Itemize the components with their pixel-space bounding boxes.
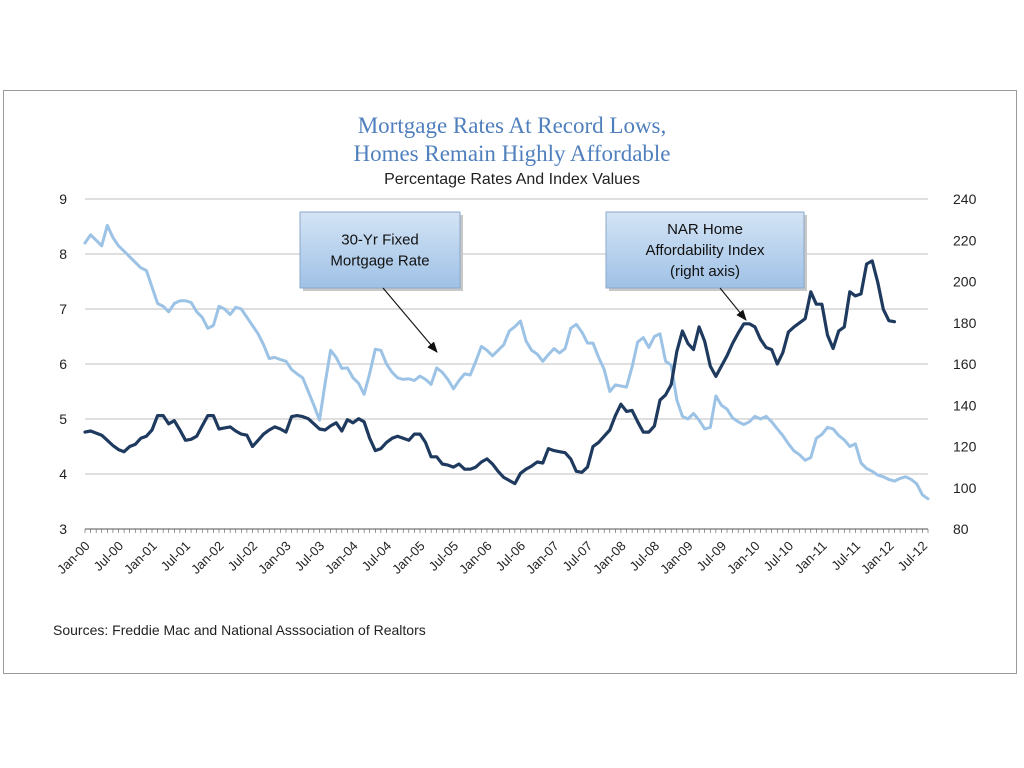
chart-frame bbox=[3, 90, 1017, 674]
y-left-tick-label: 4 bbox=[59, 466, 67, 482]
y-right-tick-label: 160 bbox=[953, 356, 977, 372]
callout-arrow bbox=[719, 287, 747, 321]
x-tick-label: Jul-06 bbox=[493, 538, 529, 574]
x-tick-label: Jan-11 bbox=[792, 538, 830, 576]
callout-label-line: Mortgage Rate bbox=[330, 253, 429, 270]
x-tick-label: Jul-12 bbox=[895, 538, 931, 574]
callout-label-line: 30-Yr Fixed bbox=[341, 232, 419, 249]
x-tick-label: Jan-05 bbox=[389, 538, 428, 577]
y-right-tick-label: 240 bbox=[953, 191, 977, 207]
x-tick-label: Jan-02 bbox=[188, 538, 227, 577]
callout-label-line: Affordability Index bbox=[646, 242, 765, 259]
x-tick-label: Jan-07 bbox=[523, 538, 562, 577]
callout-label-line: (right axis) bbox=[670, 263, 740, 280]
y-right-tick-label: 220 bbox=[953, 232, 977, 248]
y-right-tick-label: 80 bbox=[953, 521, 969, 537]
x-tick-label: Jul-11 bbox=[828, 538, 863, 573]
y-right-tick-label: 120 bbox=[953, 439, 977, 455]
y-left-tick-label: 6 bbox=[59, 356, 67, 372]
x-tick-label: Jan-10 bbox=[724, 538, 763, 577]
x-tick-label: Jul-03 bbox=[292, 538, 328, 574]
y-left-tick-label: 8 bbox=[59, 246, 67, 262]
x-tick-label: Jan-04 bbox=[322, 538, 361, 577]
x-tick-label: Jan-00 bbox=[54, 538, 93, 577]
callout-box bbox=[605, 211, 805, 289]
y-right-tick-label: 180 bbox=[953, 315, 977, 331]
callout-affordability-index: NAR Home Affordability Index (right axis) bbox=[605, 211, 807, 321]
x-tick-label: Jul-04 bbox=[359, 538, 395, 574]
x-tick-label: Jan-09 bbox=[657, 538, 696, 577]
chart-title-line2: Homes Remain Highly Affordable bbox=[353, 141, 671, 166]
x-tick-label: Jan-12 bbox=[858, 538, 897, 577]
x-tick-label: Jul-09 bbox=[694, 538, 730, 574]
callout-mortgage-rate: 30-Yr Fixed Mortgage Rate bbox=[299, 211, 463, 353]
callout-box bbox=[299, 211, 461, 289]
x-tick-label: Jul-07 bbox=[560, 538, 596, 574]
chart-subtitle: Percentage Rates And Index Values bbox=[384, 171, 640, 188]
callout-label-line: NAR Home bbox=[667, 221, 743, 238]
chart-title-line1: Mortgage Rates At Record Lows, bbox=[357, 113, 667, 138]
x-tick-label: Jul-00 bbox=[91, 538, 127, 574]
x-tick-label: Jul-05 bbox=[426, 538, 462, 574]
x-tick-label: Jul-10 bbox=[761, 538, 797, 574]
x-tick-label: Jul-02 bbox=[225, 538, 261, 574]
y-right-tick-label: 140 bbox=[953, 397, 977, 413]
x-tick-label: Jan-08 bbox=[590, 538, 629, 577]
y-right-tick-label: 100 bbox=[953, 480, 977, 496]
series-mortgage-rate bbox=[83, 223, 930, 501]
x-tick-label: Jan-03 bbox=[255, 538, 294, 577]
source-note: Sources: Freddie Mac and National Asssoc… bbox=[53, 622, 426, 638]
y-left-tick-label: 9 bbox=[59, 191, 67, 207]
callout-arrow bbox=[382, 287, 438, 353]
x-tick-label: Jul-08 bbox=[627, 538, 663, 574]
y-left-tick-label: 3 bbox=[59, 521, 67, 537]
y-left-tick-label: 5 bbox=[59, 411, 67, 427]
x-tick-label: Jan-01 bbox=[121, 538, 160, 577]
y-right-tick-label: 200 bbox=[953, 274, 977, 290]
x-tick-label: Jul-01 bbox=[158, 538, 194, 574]
y-left-tick-label: 7 bbox=[59, 301, 67, 317]
series-affordability-index bbox=[83, 259, 897, 486]
x-tick-label: Jan-06 bbox=[456, 538, 495, 577]
